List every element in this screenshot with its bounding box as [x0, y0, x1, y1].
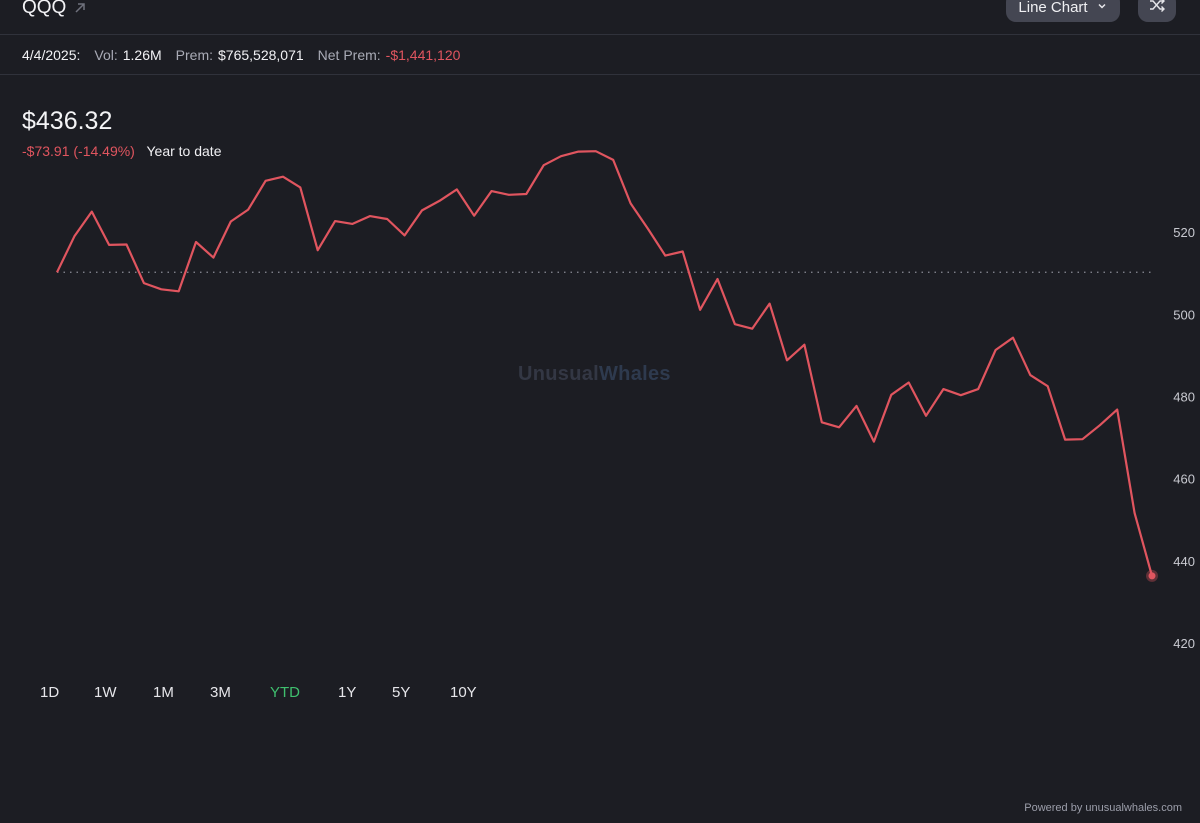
prem-value: $765,528,071	[218, 46, 304, 63]
shuffle-icon	[1148, 0, 1166, 19]
watermark-part1: Unusual	[518, 363, 599, 385]
range-button-3m[interactable]: 3M	[210, 684, 231, 701]
y-tick-label: 420	[1173, 636, 1195, 651]
y-tick-label: 460	[1173, 472, 1195, 487]
range-button-1y[interactable]: 1Y	[338, 684, 357, 701]
watermark: UnusualWhales	[518, 363, 671, 386]
shuffle-button[interactable]	[1138, 0, 1176, 22]
change-period: Year to date	[146, 143, 222, 159]
chevron-down-icon	[1096, 0, 1108, 16]
net-prem-value: -$1,441,120	[385, 46, 461, 63]
powered-by: Powered by unusualwhales.com	[1024, 802, 1182, 814]
stats-date: 4/4/2025:	[22, 46, 81, 63]
time-range-selector: 1D 1W 1M 3M YTD 1Y 5Y 10Y	[0, 684, 600, 704]
y-tick-label: 500	[1173, 307, 1195, 322]
price-line	[56, 150, 1154, 577]
watermark-part2: Whales	[599, 363, 671, 385]
vol-value: 1.26M	[122, 46, 162, 63]
ticker-symbol: QQQ	[22, 0, 67, 18]
y-tick-label: 520	[1173, 225, 1195, 240]
vol-label: Vol:	[94, 46, 118, 63]
stats-bar: 4/4/2025: Vol: 1.26M Prem: $765,528,071 …	[0, 35, 1200, 75]
last-point-marker	[1148, 572, 1156, 580]
range-button-1d[interactable]: 1D	[40, 684, 60, 701]
y-tick-label: 440	[1173, 554, 1195, 569]
net-prem-label: Net Prem:	[317, 46, 381, 63]
chart-type-label: Line Chart	[1018, 0, 1088, 16]
external-link-icon	[72, 0, 88, 16]
ticker-link[interactable]: QQQ	[22, 0, 88, 19]
range-button-ytd[interactable]: YTD	[270, 684, 300, 701]
chart-type-dropdown[interactable]: Line Chart	[1006, 0, 1120, 22]
range-button-5y[interactable]: 5Y	[392, 684, 411, 701]
prem-label: Prem:	[175, 46, 214, 63]
top-bar: QQQ Line Chart	[0, 0, 1200, 35]
change-value: -$73.91 (-14.49%)	[22, 143, 135, 159]
range-button-1m[interactable]: 1M	[153, 684, 174, 701]
current-price: $436.32	[22, 107, 113, 135]
y-tick-label: 480	[1173, 389, 1195, 404]
range-button-1w[interactable]: 1W	[94, 684, 117, 701]
range-button-10y[interactable]: 10Y	[450, 684, 477, 701]
price-change: -$73.91 (-14.49%) Year to date	[22, 143, 221, 159]
